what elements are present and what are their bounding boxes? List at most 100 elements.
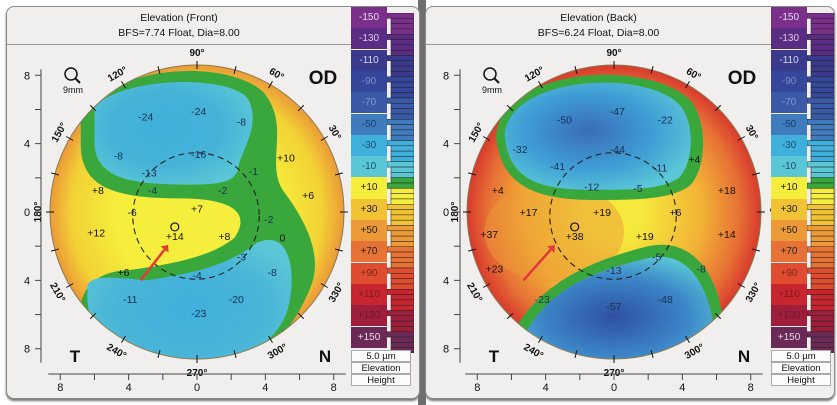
scale-level: -10 <box>771 156 807 178</box>
scale-level: +50 <box>351 220 387 242</box>
scale-band <box>390 44 414 51</box>
central-zone-dashed-circle <box>549 152 677 280</box>
elevation-value: -22 <box>658 115 673 127</box>
elevation-value: +23 <box>485 263 503 275</box>
scale-level: +90 <box>351 262 387 284</box>
angle-label: 330° <box>744 281 764 304</box>
angle-label: 150° <box>50 121 70 144</box>
elevation-map-front[interactable]: 90°60°30°0°330°300°270°240°210°180°150°1… <box>7 7 351 398</box>
elevation-value: -8 <box>268 267 277 279</box>
annotation-arrow <box>522 248 552 282</box>
scale-band <box>810 172 834 178</box>
scale-band <box>807 76 834 83</box>
elevation-map-back[interactable]: 90°60°30°0°330°300°270°240°210°180°150°1… <box>426 7 771 398</box>
angle-label: 240° <box>522 342 545 362</box>
angle-tick <box>538 335 543 344</box>
scale-band <box>810 336 834 343</box>
scale-level: -30 <box>771 134 807 156</box>
scale-band <box>807 97 834 104</box>
x-tick-label: 8 <box>57 382 63 394</box>
scale-band <box>810 235 834 242</box>
elevation-value: -44 <box>610 144 625 156</box>
scale-level: +110 <box>771 283 807 306</box>
angle-tick <box>51 172 60 176</box>
scale-band <box>390 166 414 173</box>
elevation-value: -23 <box>191 308 206 320</box>
scale-band <box>807 13 834 19</box>
elevation-value: -13 <box>606 265 621 277</box>
y-tick-label: 8 <box>443 344 449 356</box>
scale-level: -110 <box>771 49 807 71</box>
elevation-value: +4 <box>492 185 504 197</box>
scale-level: -10 <box>351 156 387 178</box>
angle-tick <box>506 104 514 112</box>
scale-band <box>390 18 414 24</box>
panel-divider[interactable] <box>418 0 426 405</box>
scale-band <box>390 108 414 115</box>
scale-band <box>387 289 414 295</box>
elevation-value: +18 <box>718 185 736 197</box>
scale-band <box>387 182 414 189</box>
elevation-value: -41 <box>550 161 565 173</box>
scale-band <box>810 299 834 306</box>
scale-band <box>810 320 834 327</box>
angle-tick <box>121 335 126 344</box>
annotation-arrow-head <box>547 245 555 253</box>
scale-band <box>390 315 414 322</box>
elevation-value: +8 <box>92 185 104 197</box>
scale-band <box>390 150 414 157</box>
x-tick-label: 8 <box>474 382 480 394</box>
scale-band <box>390 39 414 46</box>
y-tick-label: 4 <box>24 139 30 151</box>
scale-level: +30 <box>351 198 387 220</box>
nasal-label: N <box>319 347 331 366</box>
scale-band <box>810 18 834 24</box>
scale-band <box>387 161 414 168</box>
scale-band <box>390 241 414 247</box>
angle-label: 60° <box>684 66 703 83</box>
scale-band <box>390 262 414 269</box>
map-subtitle: BFS=7.74 Float, Dia=8.00 <box>118 27 240 39</box>
scale-band <box>810 251 834 258</box>
scale-level: -70 <box>351 92 387 114</box>
angle-tick <box>751 172 760 176</box>
scale-level: -90 <box>351 70 387 93</box>
surface-hot <box>484 182 624 282</box>
angle-label: 0° <box>350 207 351 217</box>
scale-step-label: 5.0 µm <box>351 349 411 362</box>
scale-band <box>807 225 834 232</box>
scale-step-label: 5.0 µm <box>771 349 831 362</box>
scale-band <box>810 166 834 173</box>
annotation-arrow <box>139 248 166 282</box>
elevation-value: -4 <box>148 185 157 197</box>
scale-band <box>387 225 414 232</box>
scale-level: -90 <box>771 70 807 93</box>
zoom-icon-handle <box>74 77 81 84</box>
scale-level: -50 <box>351 113 387 135</box>
elevation-value: +19 <box>593 207 611 219</box>
scale-mode-line1: Elevation <box>351 361 411 374</box>
scale-band <box>810 193 834 200</box>
angle-tick <box>157 349 161 358</box>
scale-band <box>390 257 414 263</box>
temporal-label: T <box>70 347 81 366</box>
scale-level: +10 <box>351 177 387 199</box>
map-surface <box>50 65 344 359</box>
scale-band <box>390 113 414 120</box>
scale-band <box>390 230 414 237</box>
scale-band <box>810 129 834 136</box>
angle-tick <box>574 66 578 75</box>
x-tick-label: 4 <box>543 382 549 394</box>
angle-tick <box>121 80 126 89</box>
pupil-center-icon <box>170 222 180 232</box>
scale-band <box>810 65 834 72</box>
elevation-value: -6 <box>127 207 136 219</box>
angle-tick <box>482 136 491 141</box>
scale-band <box>810 60 834 67</box>
angle-tick <box>714 104 722 112</box>
elevation-value: -5 <box>633 183 642 195</box>
scale-band <box>810 283 834 290</box>
panel-header: Elevation (Front) BFS=7.74 Float, Dia=8.… <box>7 7 351 45</box>
scale-band <box>810 188 834 194</box>
scale-band <box>390 156 414 162</box>
